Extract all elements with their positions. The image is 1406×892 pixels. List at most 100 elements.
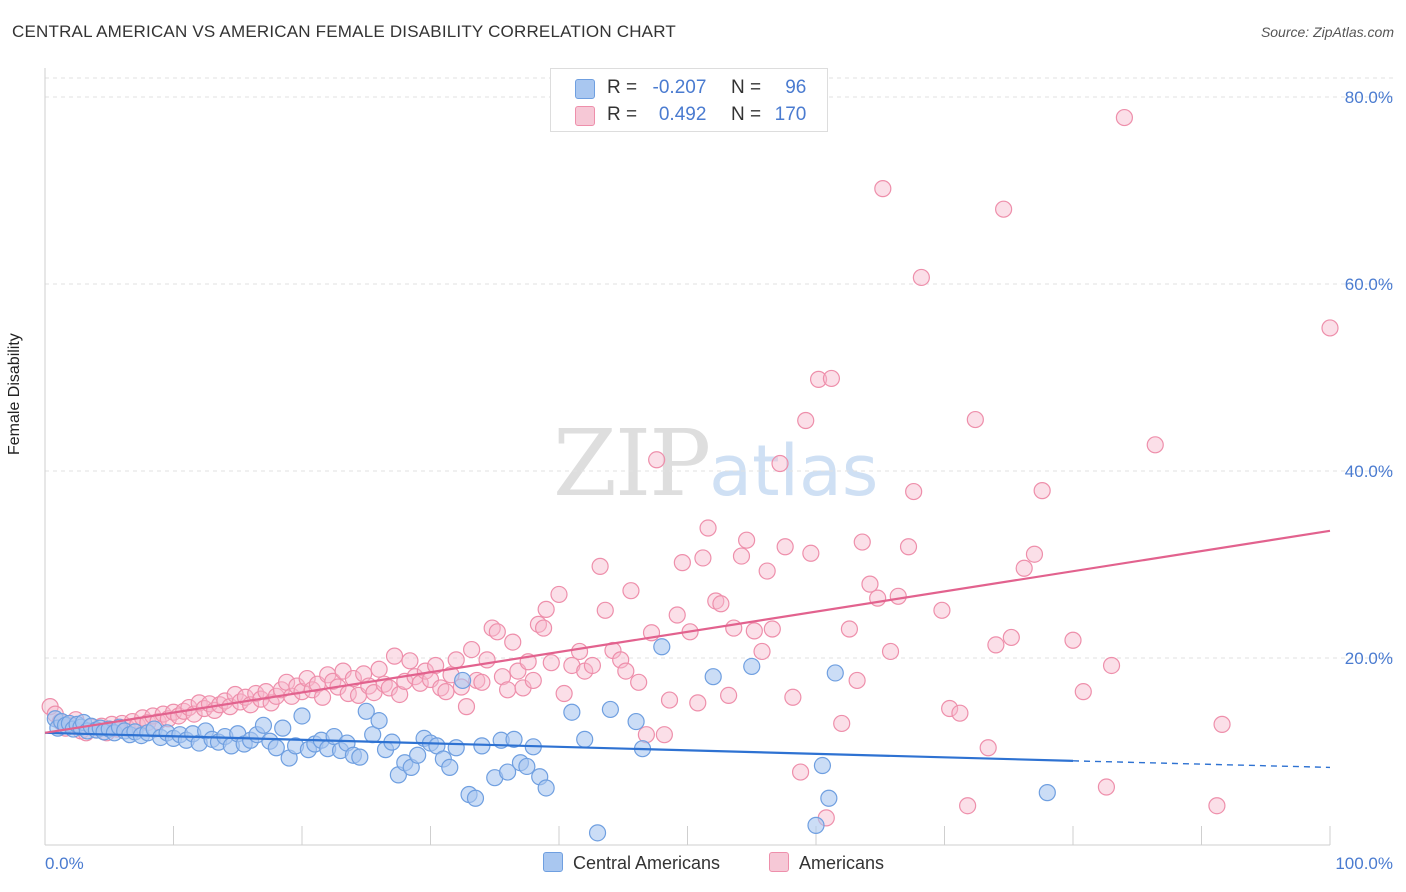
point-americans (344, 669, 362, 688)
point-americans (596, 601, 614, 619)
chart-title: CENTRAL AMERICAN VS AMERICAN FEMALE DISA… (12, 22, 676, 41)
point-americans (391, 685, 409, 704)
point-americans (504, 633, 522, 651)
point-central-americans (254, 716, 273, 734)
point-central-americans (351, 748, 369, 766)
x-tick-label: 100.0% (1335, 854, 1393, 873)
point-americans (385, 647, 404, 665)
point-americans (1321, 319, 1339, 337)
point-americans (427, 656, 445, 675)
point-americans (1015, 559, 1033, 577)
point-americans (1025, 545, 1044, 563)
point-americans (941, 699, 959, 718)
point-central-americans (454, 671, 472, 690)
point-americans (712, 595, 730, 613)
watermark: ZIPatlas (553, 410, 878, 517)
y-tick-label: 40.0% (1345, 462, 1393, 481)
point-central-americans (518, 757, 536, 776)
point-americans (655, 726, 673, 744)
legend-r-value: 0.492 (658, 104, 707, 125)
point-americans (583, 656, 602, 675)
point-americans (933, 601, 951, 619)
legend-r-label: R = (607, 77, 638, 98)
point-americans (758, 562, 776, 580)
point-americans (725, 619, 743, 637)
bottom-legend-central-americans: Central Americans (543, 852, 720, 874)
point-central-americans (357, 702, 375, 720)
point-central-americans (505, 730, 523, 748)
point-americans (1064, 631, 1082, 649)
point-americans (612, 651, 630, 669)
point-americans (370, 660, 388, 678)
point-americans (738, 531, 756, 549)
point-americans (848, 671, 866, 690)
point-americans (673, 554, 691, 572)
point-americans (959, 797, 977, 815)
point-americans (912, 268, 930, 287)
point-central-americans (820, 789, 838, 807)
point-americans (951, 704, 969, 722)
trendline-americans (44, 529, 1331, 734)
point-americans (493, 668, 512, 686)
point-americans (1002, 628, 1020, 647)
point-americans (899, 538, 918, 556)
point-americans (1097, 778, 1116, 796)
point-americans (570, 642, 589, 661)
legend-r-label: R = (607, 104, 638, 125)
point-americans (1208, 797, 1226, 815)
point-central-americans (274, 719, 292, 737)
watermark-atlas: atlas (709, 430, 879, 512)
point-americans (630, 673, 648, 691)
point-americans (861, 575, 879, 593)
y-axis-label: Female Disability (6, 333, 23, 455)
point-central-americans (409, 746, 427, 764)
point-americans (874, 180, 892, 198)
point-americans (771, 454, 789, 473)
point-americans (648, 451, 666, 469)
point-americans (889, 587, 907, 605)
point-americans (840, 620, 859, 638)
point-americans (313, 688, 332, 706)
point-americans (987, 636, 1005, 654)
point-americans (499, 681, 517, 699)
point-americans (881, 642, 900, 661)
point-central-americans (576, 730, 594, 748)
x-tick-label: 0.0% (45, 854, 84, 873)
point-americans (763, 620, 781, 638)
point-americans (966, 410, 984, 429)
point-central-americans (588, 824, 607, 842)
bottom-legend-label: Central Americans (573, 853, 721, 873)
point-americans (707, 592, 725, 610)
point-americans (699, 519, 717, 537)
point-americans (784, 688, 802, 706)
point-americans (488, 623, 506, 641)
point-central-americans (466, 789, 485, 807)
point-americans (463, 640, 481, 659)
legend-r-value: -0.207 (652, 77, 707, 98)
correlation-legend: R = -0.207 N = 96 R = 0.492 N = 170 (550, 68, 828, 132)
legend-n-label: N = (730, 104, 762, 125)
point-americans (622, 582, 640, 600)
point-americans (555, 684, 573, 703)
point-central-americans (743, 657, 761, 676)
legend-n-value: 170 (774, 104, 807, 125)
point-americans (660, 691, 679, 709)
point-americans (822, 369, 841, 388)
point-americans (797, 411, 815, 430)
point-americans (401, 652, 419, 670)
point-central-americans (370, 712, 388, 730)
point-americans (1146, 436, 1164, 454)
point-americans (720, 686, 738, 705)
y-tick-label: 20.0% (1345, 649, 1393, 668)
legend-n-label: N = (730, 77, 762, 98)
point-americans (802, 544, 820, 562)
source-label: Source: ZipAtlas.com (1260, 24, 1394, 40)
point-central-americans (704, 668, 722, 686)
point-americans (617, 662, 635, 680)
point-americans (637, 726, 655, 744)
point-americans (1074, 683, 1092, 701)
point-central-americans (293, 707, 311, 725)
point-americans (791, 763, 810, 781)
bottom-legend-swatch-pink (769, 852, 789, 872)
